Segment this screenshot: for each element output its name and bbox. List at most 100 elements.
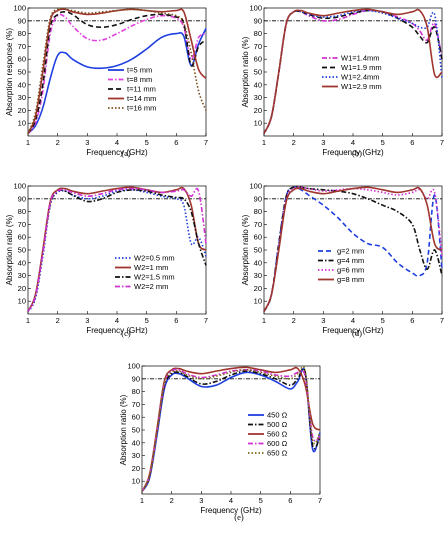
x-tick-label: 5 — [145, 138, 149, 147]
y-tick-label: 80 — [18, 207, 26, 216]
y-tick-label: 100 — [13, 182, 26, 191]
y-tick-label: 20 — [254, 284, 262, 293]
x-axis-label: Frequency (GHz) — [322, 326, 384, 335]
y-tick-label: 70 — [18, 42, 26, 51]
y-tick-label: 20 — [254, 106, 262, 115]
y-tick-label: 50 — [254, 68, 262, 77]
y-tick-label: 20 — [18, 106, 26, 115]
legend-label: W2=0.5 mm — [134, 254, 175, 263]
y-tick-label: 70 — [18, 220, 26, 229]
x-tick-label: 1 — [262, 138, 266, 147]
x-tick-label: 2 — [292, 316, 296, 325]
x-tick-label: 7 — [204, 316, 208, 325]
y-tick-label: 50 — [132, 426, 140, 435]
legend-label: g=6 mm — [337, 266, 364, 275]
x-tick-label: 5 — [145, 316, 149, 325]
x-tick-label: 2 — [56, 138, 60, 147]
legend-label: t=14 mm — [127, 94, 156, 103]
y-tick-label: 90 — [254, 194, 262, 203]
x-axis-label: Frequency (GHz) — [86, 326, 148, 335]
series-line-5 — [141, 365, 321, 492]
chart-panel-1: 1 2 3 4 5 6 7 10 20 30 40 50 60 70 80 90 100 Frequency (G… — [5, 4, 208, 159]
x-tick-label: 1 — [26, 138, 30, 147]
series-line-1 — [27, 28, 207, 134]
x-tick-label: 1 — [262, 316, 266, 325]
y-tick-label: 40 — [18, 80, 26, 89]
legend-label: t=16 mm — [127, 104, 156, 113]
x-tick-label: 5 — [381, 138, 385, 147]
y-tick-label: 80 — [254, 207, 262, 216]
chart-panel-5: 1 2 3 4 5 6 7 10 20 30 40 50 60 70 80 90 100 Frequency (G… — [119, 362, 322, 523]
y-tick-label: 100 — [249, 4, 262, 13]
y-tick-label: 90 — [254, 16, 262, 25]
series-line-4 — [27, 187, 207, 312]
series-line-3 — [27, 188, 207, 312]
axes-box — [141, 365, 321, 495]
legend-label: W2=2 mm — [134, 282, 168, 291]
x-tick-label: 3 — [321, 316, 325, 325]
legend-label: 600 Ω — [267, 439, 288, 448]
legend-label: g=2 mm — [337, 247, 364, 256]
panel-label: (c) — [121, 328, 131, 338]
legend-label: 650 Ω — [267, 449, 288, 458]
series-line-1 — [141, 367, 321, 492]
y-axis-label: Absorption ratio (%) — [5, 214, 14, 285]
x-tick-label: 1 — [140, 496, 144, 505]
series-line-2 — [263, 9, 443, 134]
y-tick-label: 50 — [18, 68, 26, 77]
legend-label: 500 Ω — [267, 420, 288, 429]
legend-label: g=4 mm — [337, 256, 364, 265]
y-tick-label: 70 — [254, 42, 262, 51]
y-tick-label: 80 — [254, 29, 262, 38]
legend-label: t=11 mm — [127, 85, 156, 94]
x-axis-label: Frequency (GHz) — [200, 506, 262, 515]
x-tick-label: 4 — [115, 138, 119, 147]
chart-panel-4: 1 2 3 4 5 6 7 10 20 30 40 50 60 70 80 90 100 Frequency (G… — [241, 182, 444, 339]
legend-label: g=8 mm — [337, 275, 364, 284]
x-tick-label: 2 — [170, 496, 174, 505]
series-line-3 — [141, 366, 321, 492]
x-tick-label: 6 — [174, 316, 178, 325]
x-tick-label: 4 — [229, 496, 233, 505]
y-tick-label: 50 — [254, 246, 262, 255]
y-tick-label: 20 — [18, 284, 26, 293]
y-tick-label: 90 — [132, 374, 140, 383]
y-tick-label: 60 — [254, 55, 262, 64]
x-tick-label: 4 — [351, 316, 355, 325]
chart-panel-2: 1 2 3 4 5 6 7 10 20 30 40 50 60 70 80 90 100 Frequency (G… — [241, 4, 444, 159]
axes-box — [27, 7, 207, 137]
legend-label: t=5 mm — [127, 66, 152, 75]
y-tick-label: 10 — [132, 477, 140, 486]
chart-panel-3: 1 2 3 4 5 6 7 10 20 30 40 50 60 70 80 90 100 Frequency (G… — [5, 182, 208, 339]
x-tick-label: 3 — [85, 316, 89, 325]
x-tick-label: 5 — [259, 496, 263, 505]
x-tick-label: 7 — [440, 138, 444, 147]
y-tick-label: 20 — [132, 464, 140, 473]
y-tick-label: 40 — [254, 80, 262, 89]
x-tick-label: 2 — [292, 138, 296, 147]
x-tick-label: 6 — [410, 316, 414, 325]
y-tick-label: 10 — [254, 297, 262, 306]
y-tick-label: 60 — [254, 233, 262, 242]
series-line-1 — [27, 188, 207, 312]
x-tick-label: 1 — [26, 316, 30, 325]
series-line-3 — [263, 9, 443, 134]
legend-label: 450 Ω — [267, 411, 288, 420]
legend-label: W1=1.9 mm — [341, 63, 382, 72]
y-axis-label: Absorption ratio (%) — [241, 214, 250, 285]
y-tick-label: 60 — [18, 55, 26, 64]
series-line-4 — [27, 8, 207, 134]
panel-label: (e) — [234, 512, 244, 522]
legend-label: W1=1.4mm — [341, 54, 380, 63]
y-tick-label: 30 — [132, 451, 140, 460]
y-axis-label: Absorption ratio (%) — [241, 36, 250, 107]
x-axis-label: Frequency (GHz) — [322, 148, 384, 157]
legend-label: t=8 mm — [127, 75, 152, 84]
y-tick-label: 60 — [132, 413, 140, 422]
legend-label: W2=1 mm — [134, 263, 168, 272]
legend-label: W1=2.9 mm — [341, 82, 382, 91]
y-tick-label: 40 — [18, 258, 26, 267]
y-tick-label: 100 — [13, 4, 26, 13]
y-tick-label: 100 — [249, 182, 262, 191]
